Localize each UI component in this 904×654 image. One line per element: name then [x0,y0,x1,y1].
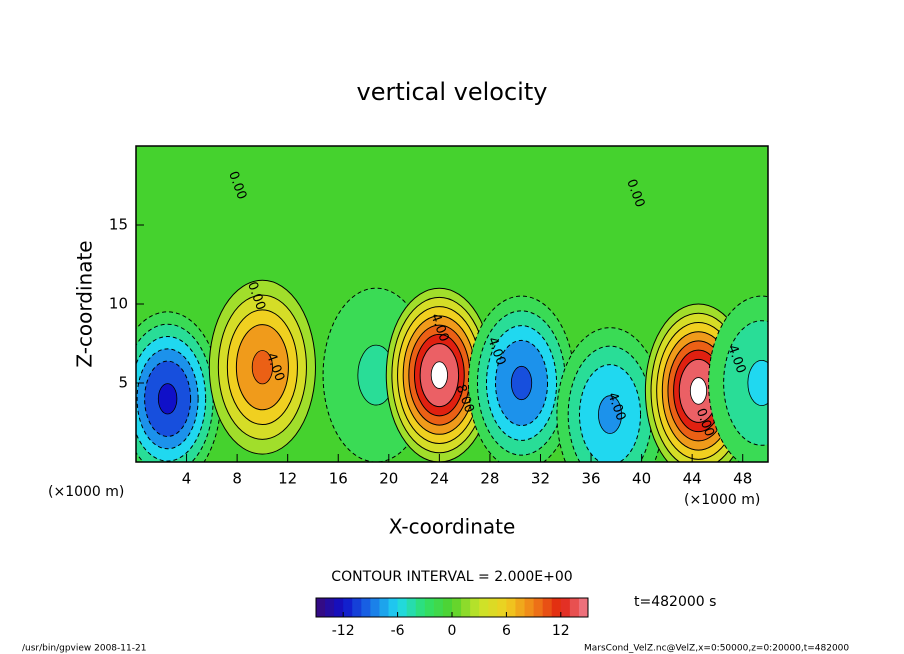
y-unit: (×1000 m) [48,484,124,500]
footer-left: /usr/bin/gpview 2008-11-21 [22,644,146,654]
x-tick-label: 12 [278,470,297,488]
colorbar-cell [370,598,380,617]
x-axis-label: X-coordinate [389,515,516,539]
colorbar-cell [515,598,526,617]
y-tick-label: 15 [109,216,128,234]
colorbar-cell [488,598,498,617]
extremum [251,350,273,385]
x-tick-label: 28 [480,470,499,488]
extremum [510,365,533,401]
extremum [747,360,768,406]
colorbar-cell [506,598,516,617]
y-axis-label: Z-coordinate [73,240,97,367]
colorbar-cell [415,598,426,617]
extremum [157,383,178,415]
colorbar-cell [452,598,462,617]
x-tick-label: 4 [182,470,192,488]
colorbar-cell [551,598,562,617]
colorbar-cell [343,598,353,617]
contour-ring [723,320,768,446]
colorbar-cell [316,598,326,617]
x-tick-label: 16 [329,470,348,488]
y-tick-label: 10 [109,295,128,313]
y-tick-label: 5 [118,374,128,392]
plot-field: 4.004.008.004.004.000.000.00 0.004.000.00 [136,146,768,462]
colorbar-tick-label: 6 [502,623,511,639]
colorbar-cell [406,598,417,617]
x-tick-label: 24 [430,470,449,488]
colorbar-cell [424,598,435,617]
contour-interval: CONTOUR INTERVAL = 2.000E+00 [331,569,572,585]
colorbar-tick-label: 0 [448,623,457,639]
colorbar-tick-label: 12 [552,623,570,639]
colorbar-cell [524,598,535,617]
colorbar-cell [542,598,553,617]
colorbar-tick-label: -12 [332,623,355,639]
x-tick-label: 48 [733,470,752,488]
x-tick-label: 32 [531,470,550,488]
footer-right: MarsCond_VelZ.nc@VelZ,x=0:50000,z=0:2000… [584,644,849,654]
extremum [598,395,622,434]
colorbar-cell [569,598,580,617]
colorbar-cell [560,598,571,617]
colorbar-cell [379,598,390,617]
colorbar-cell [461,598,471,617]
x-unit: (×1000 m) [684,492,760,508]
extremum [689,377,708,405]
colorbar-tick-label: -6 [391,623,405,639]
colorbar-cell [334,598,344,617]
colorbar-cell [388,598,399,617]
extremum [430,361,448,389]
colorbar-cell [578,598,589,617]
colorbar-cell [352,598,362,617]
x-tick-label: 44 [683,470,702,488]
colorbar-cell [397,598,408,617]
colorbar-cell [442,598,453,617]
colorbar-cell [497,598,507,617]
colorbar-cell [433,598,444,617]
colorbar-cell [470,598,480,617]
x-tick-label: 40 [632,470,651,488]
x-tick-label: 8 [232,470,242,488]
colorbar-cell [361,598,371,617]
colorbar-cell [325,598,335,617]
time-label: t=482000 s [634,594,716,610]
x-tick-label: 20 [379,470,398,488]
chart-title: vertical velocity [357,78,548,106]
x-tick-label: 36 [581,470,600,488]
colorbar-cell [479,598,489,617]
colorbar-cell [533,598,544,617]
